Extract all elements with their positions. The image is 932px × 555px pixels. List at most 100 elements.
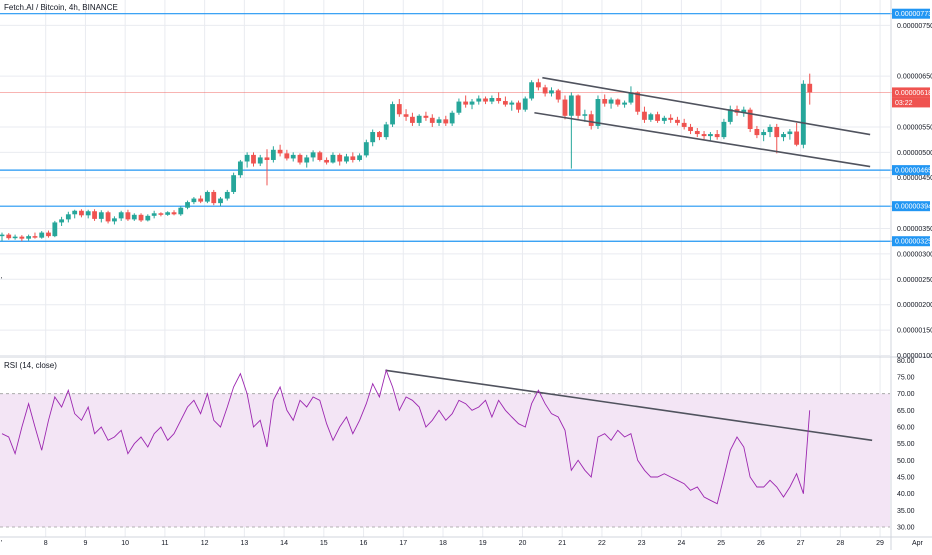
candle-body: [747, 109, 753, 129]
candle-body: [32, 236, 38, 238]
trendlines[interactable]: [385, 76, 873, 442]
candle-body: [469, 101, 475, 105]
level-flag-bg: [892, 201, 930, 212]
level-flag-bg: [892, 8, 930, 19]
candle-body: [681, 122, 687, 127]
candle-body: [582, 114, 588, 116]
time-axis-tick: 17: [399, 540, 407, 547]
candle-body: [608, 99, 614, 104]
rsi-axis-tick: 65.00: [897, 408, 915, 415]
candle-body: [509, 102, 515, 105]
candle-body: [549, 90, 554, 94]
time-axis-tick: 12: [201, 540, 209, 547]
candle-body: [171, 212, 177, 215]
rsi-trendline[interactable]: [385, 369, 873, 442]
price-axis-tick: 0.00000150: [897, 328, 932, 335]
candle-body: [575, 95, 581, 116]
candle-body: [529, 82, 535, 99]
candle-body: [502, 101, 508, 105]
candle-body: [496, 98, 502, 102]
price-axis-tick: 0.00000450: [897, 175, 932, 182]
rsi-title: RSI (14, close): [4, 361, 57, 370]
candle-body: [383, 124, 389, 138]
time-axis-edge-right: Apr: [912, 540, 924, 547]
candle-body: [46, 232, 51, 237]
candle-body: [721, 121, 727, 138]
candle-body: [615, 99, 621, 105]
candle-body: [377, 132, 382, 138]
price-axis-tick: 0.00000750: [897, 23, 932, 30]
candle-body: [211, 191, 217, 204]
candle-body: [642, 111, 647, 120]
time-axis-tick: 18: [439, 540, 447, 547]
candle-body: [661, 117, 667, 121]
price-axis-tick: 0.00000100: [897, 353, 932, 360]
candle-body: [410, 116, 415, 123]
rsi-axis-tick: 45.00: [897, 475, 915, 482]
candle-body: [463, 101, 469, 105]
rsi-axis-tick: 35.00: [897, 508, 915, 515]
candle-body: [337, 154, 343, 162]
rsi-band-fill: [0, 393, 890, 527]
candle-body: [522, 98, 528, 110]
countdown-flag-text: 03:22: [895, 100, 913, 107]
candle-body: [131, 214, 137, 220]
candle-body: [516, 102, 521, 110]
candle-body: [396, 104, 402, 115]
price-axis-tick: 0.00000350: [897, 226, 932, 233]
candle-body: [535, 82, 541, 88]
candle-body: [0, 234, 5, 237]
candle-body: [191, 198, 197, 203]
time-axis-tick: 11: [161, 540, 168, 547]
candle-body: [622, 102, 627, 105]
level-flag-text: 0.00000465: [895, 168, 932, 175]
candle-body: [72, 210, 78, 215]
rsi-band: [0, 393, 890, 528]
candle-body: [595, 99, 601, 126]
candle-body: [694, 131, 700, 135]
time-axis-tick: 26: [757, 540, 765, 547]
time-axis-tick: 25: [717, 540, 725, 547]
candle-body: [390, 104, 395, 125]
candle-body: [754, 128, 760, 136]
candle-body: [787, 131, 793, 135]
time-axis-tick: 10: [121, 540, 129, 547]
time-axis-tick: 29: [876, 540, 884, 547]
time-axis-tick: 13: [240, 540, 248, 547]
level-flag-bg: [892, 236, 930, 247]
candle-body: [224, 191, 230, 199]
level-flag-text: 0.00000394: [895, 204, 932, 211]
horizontal-levels[interactable]: [0, 13, 892, 242]
candle-body: [714, 134, 720, 138]
candle-body: [26, 236, 32, 239]
channel-upper-trendline[interactable]: [542, 76, 871, 136]
candle-body: [456, 101, 462, 113]
candle-body: [476, 98, 482, 102]
candle-body: [19, 236, 25, 239]
candle-body: [655, 114, 660, 121]
candle-body: [317, 152, 323, 160]
candle-body: [304, 157, 310, 163]
candle-body: [112, 218, 117, 222]
time-axis-tick: 24: [678, 540, 686, 547]
time-axis-tick: 16: [360, 540, 368, 547]
channel-lower-trendline[interactable]: [534, 111, 871, 168]
candle-body: [668, 117, 674, 120]
candle-body: [357, 155, 362, 160]
candle-body: [602, 99, 608, 104]
candle-body: [59, 219, 64, 223]
rsi-axis-tick: 60.00: [897, 425, 915, 432]
candle-body: [727, 109, 733, 122]
time-axis-tick: 8: [44, 540, 48, 547]
candle-body: [231, 175, 237, 192]
candle-body: [39, 232, 45, 238]
candle-body: [218, 198, 223, 204]
candle-body: [767, 126, 773, 133]
candle-body: [688, 126, 693, 132]
last-price-flag-bg: [892, 87, 930, 98]
candle-body: [185, 202, 190, 208]
rsi-axis-tick: 70.00: [897, 391, 915, 398]
